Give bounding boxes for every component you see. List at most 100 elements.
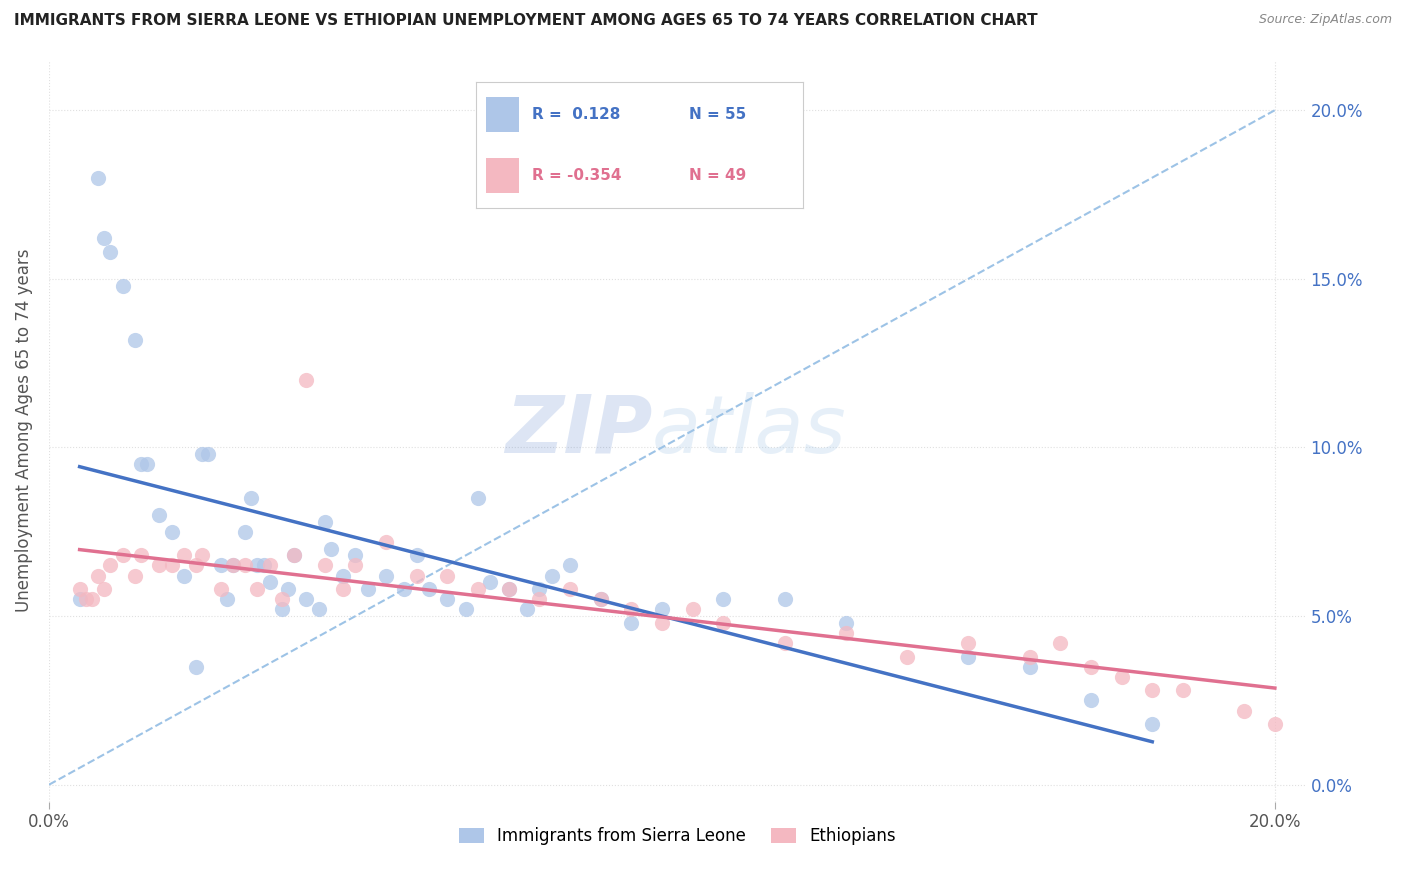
Point xyxy=(93,231,115,245)
Point xyxy=(98,244,121,259)
Point xyxy=(1049,636,1071,650)
Point xyxy=(270,592,292,607)
Point xyxy=(1080,693,1102,707)
Point xyxy=(1111,670,1133,684)
Point xyxy=(344,549,367,563)
Point xyxy=(394,582,416,596)
Point xyxy=(682,602,704,616)
Point xyxy=(773,636,796,650)
Point xyxy=(436,592,458,607)
Point xyxy=(148,558,170,573)
Point xyxy=(1264,717,1286,731)
Point xyxy=(209,582,232,596)
Legend: Immigrants from Sierra Leone, Ethiopians: Immigrants from Sierra Leone, Ethiopians xyxy=(458,827,896,846)
Point xyxy=(184,558,207,573)
Point xyxy=(240,491,263,505)
Point xyxy=(111,278,134,293)
Point xyxy=(529,582,551,596)
Point xyxy=(197,447,219,461)
Point xyxy=(516,602,538,616)
Point xyxy=(246,558,269,573)
Point xyxy=(651,602,673,616)
Point xyxy=(283,549,305,563)
Point xyxy=(418,582,440,596)
Point xyxy=(711,615,734,630)
Point xyxy=(498,582,520,596)
Point xyxy=(246,582,269,596)
Point xyxy=(540,568,562,582)
Point xyxy=(173,549,195,563)
Point xyxy=(835,626,858,640)
Point xyxy=(124,333,146,347)
Point xyxy=(277,582,299,596)
Point xyxy=(215,592,238,607)
Point xyxy=(375,534,398,549)
Point xyxy=(1233,704,1256,718)
Point xyxy=(332,568,354,582)
Point xyxy=(283,549,305,563)
Point xyxy=(160,558,183,573)
Point xyxy=(308,602,330,616)
Point xyxy=(93,582,115,596)
Point xyxy=(620,615,643,630)
Point xyxy=(209,558,232,573)
Y-axis label: Unemployment Among Ages 65 to 74 years: Unemployment Among Ages 65 to 74 years xyxy=(15,249,32,612)
Point xyxy=(589,592,612,607)
Point xyxy=(1018,659,1040,673)
Point xyxy=(835,615,858,630)
Point xyxy=(1142,717,1164,731)
Point xyxy=(160,524,183,539)
Point xyxy=(529,592,551,607)
Text: IMMIGRANTS FROM SIERRA LEONE VS ETHIOPIAN UNEMPLOYMENT AMONG AGES 65 TO 74 YEARS: IMMIGRANTS FROM SIERRA LEONE VS ETHIOPIA… xyxy=(14,13,1038,29)
Point xyxy=(405,568,427,582)
Point xyxy=(319,541,342,556)
Point xyxy=(589,592,612,607)
Text: atlas: atlas xyxy=(652,392,846,469)
Point xyxy=(295,373,318,387)
Point xyxy=(344,558,367,573)
Point xyxy=(129,458,152,472)
Point xyxy=(711,592,734,607)
Point xyxy=(1018,649,1040,664)
Point xyxy=(233,524,256,539)
Point xyxy=(80,592,103,607)
Point xyxy=(69,582,91,596)
Point xyxy=(259,558,281,573)
Point xyxy=(233,558,256,573)
Point xyxy=(184,659,207,673)
Point xyxy=(259,575,281,590)
Point xyxy=(222,558,245,573)
Point xyxy=(270,602,292,616)
Point xyxy=(314,558,336,573)
Point xyxy=(87,568,110,582)
Point xyxy=(454,602,477,616)
Point xyxy=(129,549,152,563)
Point xyxy=(75,592,97,607)
Point xyxy=(436,568,458,582)
Point xyxy=(467,582,489,596)
Point xyxy=(896,649,918,664)
Point xyxy=(1142,683,1164,698)
Point xyxy=(98,558,121,573)
Point xyxy=(252,558,274,573)
Point xyxy=(405,549,427,563)
Point xyxy=(314,515,336,529)
Point xyxy=(124,568,146,582)
Point xyxy=(111,549,134,563)
Point xyxy=(1080,659,1102,673)
Point xyxy=(69,592,91,607)
Point xyxy=(558,582,581,596)
Point xyxy=(651,615,673,630)
Point xyxy=(357,582,380,596)
Point xyxy=(136,458,159,472)
Point xyxy=(332,582,354,596)
Point xyxy=(148,508,170,522)
Point xyxy=(957,649,980,664)
Point xyxy=(773,592,796,607)
Point xyxy=(191,549,214,563)
Point xyxy=(620,602,643,616)
Point xyxy=(467,491,489,505)
Point xyxy=(191,447,214,461)
Point xyxy=(295,592,318,607)
Point xyxy=(498,582,520,596)
